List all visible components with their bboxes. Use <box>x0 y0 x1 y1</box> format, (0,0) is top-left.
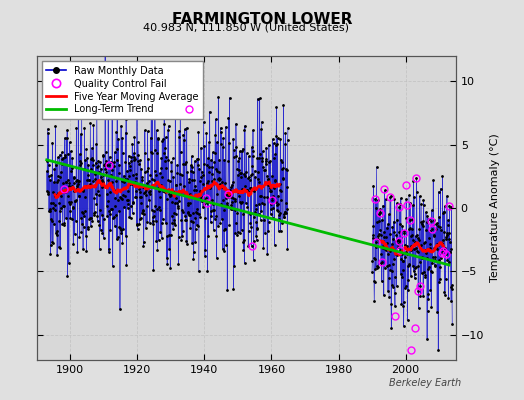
Text: FARMINGTON LOWER: FARMINGTON LOWER <box>172 12 352 27</box>
Text: Berkeley Earth: Berkeley Earth <box>389 378 461 388</box>
Y-axis label: Temperature Anomaly (°C): Temperature Anomaly (°C) <box>489 134 500 282</box>
Legend: Raw Monthly Data, Quality Control Fail, Five Year Moving Average, Long-Term Tren: Raw Monthly Data, Quality Control Fail, … <box>41 61 203 119</box>
Title: 40.983 N, 111.850 W (United States): 40.983 N, 111.850 W (United States) <box>143 23 350 33</box>
